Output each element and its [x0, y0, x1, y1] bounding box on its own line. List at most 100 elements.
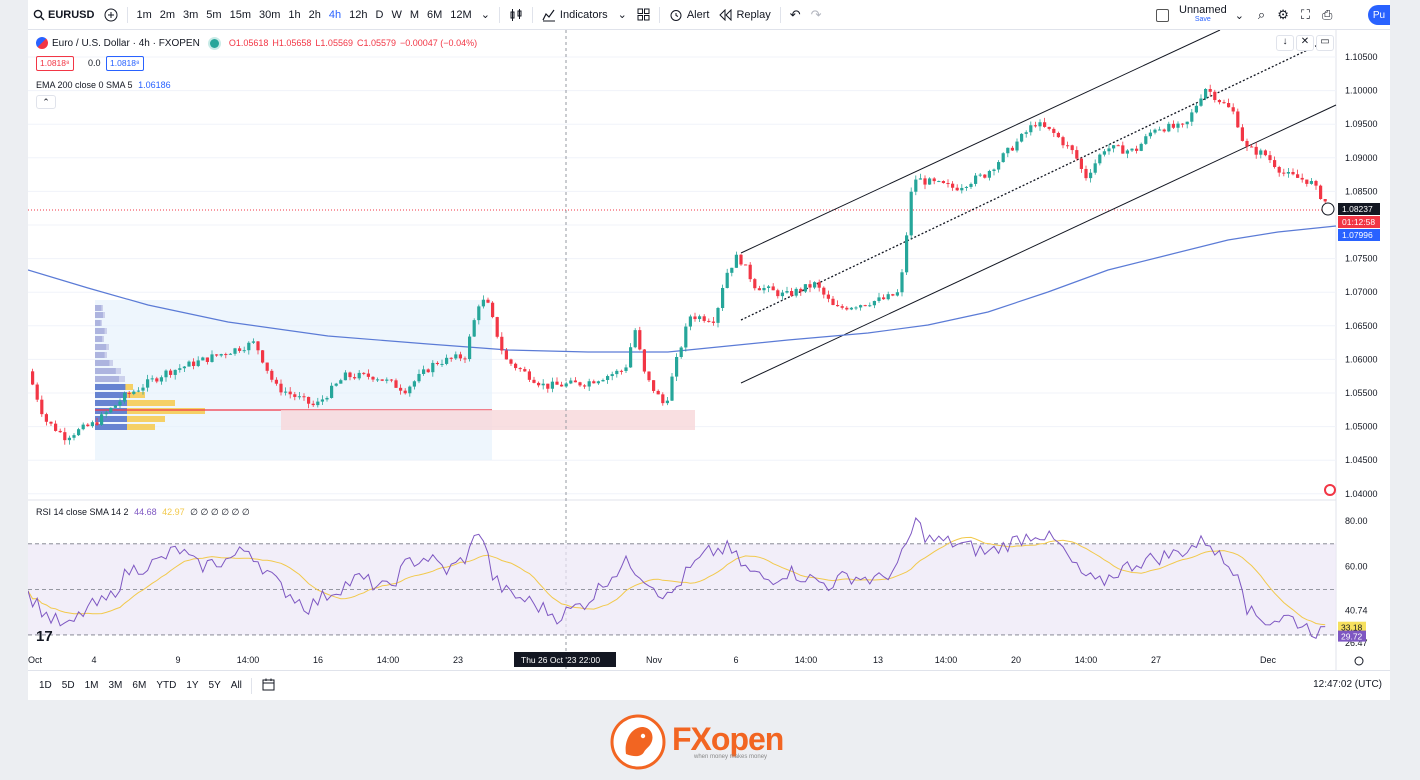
candle-body — [408, 386, 412, 394]
candle-body — [509, 359, 513, 364]
range-1M[interactable]: 1M — [84, 680, 99, 691]
publish-button[interactable]: Pu — [1368, 5, 1390, 25]
timeframe-W[interactable]: W — [391, 8, 402, 21]
gear-icon[interactable]: ⚙ — [1277, 7, 1289, 22]
candle-body — [684, 326, 688, 348]
date-range-button[interactable] — [256, 678, 281, 694]
chart-type-button[interactable] — [504, 0, 528, 30]
candle-body — [914, 179, 918, 192]
candle-body — [1291, 172, 1295, 175]
timeframe-15m[interactable]: 15m — [229, 8, 251, 21]
candle-body — [1135, 148, 1139, 151]
range-3M[interactable]: 3M — [108, 680, 123, 691]
candle-body — [325, 397, 329, 400]
chart-canvas[interactable]: 1.105001.100001.095001.090001.085001.080… — [28, 30, 1390, 670]
candle-body — [182, 366, 186, 369]
legend-open: O1.05618 — [228, 38, 269, 48]
clock-timezone[interactable]: 12:47:02 (UTC) — [1313, 679, 1382, 690]
candle-body — [274, 379, 278, 384]
timeframe-dropdown[interactable]: ⌄ — [476, 0, 495, 30]
collapse-legend-button[interactable]: ⌃ — [36, 95, 56, 109]
collapse-pane-button[interactable]: ✕ — [1296, 35, 1314, 51]
timeframe-1m[interactable]: 1m — [136, 8, 152, 21]
undo-button[interactable]: ↶ — [785, 0, 806, 30]
timeframe-5m[interactable]: 5m — [206, 8, 222, 21]
rsi-tag-bg — [1338, 630, 1366, 642]
redo-button[interactable]: ↷ — [806, 0, 827, 30]
timeframe-4h[interactable]: 4h — [328, 8, 342, 21]
chevron-down-icon: ⌄ — [617, 9, 627, 21]
range-5D[interactable]: 5D — [61, 680, 75, 691]
rsi-line[interactable] — [28, 517, 1326, 639]
replay-button[interactable]: Replay — [714, 0, 775, 30]
candle-body — [564, 383, 568, 387]
maximize-pane-button[interactable]: ▭ — [1316, 35, 1334, 51]
candle-body — [113, 405, 117, 408]
candle-body — [256, 341, 260, 351]
timeframe-30m[interactable]: 30m — [258, 8, 281, 21]
volume-profile-range[interactable] — [95, 300, 492, 460]
timeframe-6M[interactable]: 6M — [427, 8, 443, 21]
timeframe-1h[interactable]: 1h — [288, 8, 301, 21]
channel-upper-line[interactable] — [740, 30, 1221, 254]
candle-body — [1144, 136, 1148, 144]
scroll-down-button[interactable]: ↓ — [1276, 35, 1294, 51]
candle-body — [389, 379, 393, 381]
ema-line[interactable] — [28, 225, 1337, 353]
timeframe-M[interactable]: M — [409, 8, 420, 21]
indicators-button[interactable]: Indicators ⌄ — [537, 0, 632, 30]
rsi-axis-label: 26.47 — [1345, 638, 1368, 648]
calendar-icon — [262, 678, 275, 690]
add-alert-icon[interactable] — [1321, 202, 1335, 216]
camera-icon[interactable]: ⎙ — [1321, 7, 1333, 22]
range-5Y[interactable]: 5Y — [208, 680, 221, 691]
rsi-extra: ∅ ∅ ∅ ∅ ∅ ∅ — [190, 507, 250, 517]
candle-body — [596, 381, 600, 384]
channel-median-line[interactable] — [740, 44, 1319, 321]
candle-body — [583, 385, 587, 387]
symbol-search[interactable]: EURUSD — [28, 0, 99, 30]
time-axis-label: 6 — [733, 655, 738, 665]
fullscreen-icon[interactable]: ⛶ — [1300, 7, 1310, 22]
spread-value: 0.0 — [88, 58, 101, 68]
range-1D[interactable]: 1D — [39, 680, 52, 691]
settings-icon[interactable] — [1354, 656, 1364, 666]
timeframe-12h[interactable]: 12h — [349, 8, 368, 21]
timeframe-D[interactable]: D — [375, 8, 384, 21]
candle-body — [762, 287, 766, 291]
alert-button[interactable]: Alert — [664, 0, 715, 30]
timeframe-2m[interactable]: 2m — [159, 8, 176, 21]
support-zone[interactable] — [281, 410, 695, 430]
sell-price-box[interactable]: 1.0818⁸ — [36, 56, 74, 71]
candle-body — [1139, 143, 1143, 151]
timeframe-3m[interactable]: 3m — [183, 8, 199, 21]
candle-body — [127, 393, 131, 395]
candle-body — [422, 369, 426, 374]
range-YTD[interactable]: YTD — [156, 680, 177, 691]
chevron-down-icon[interactable]: ⌄ — [1234, 9, 1244, 22]
candle-body — [44, 414, 48, 422]
candle-body — [675, 356, 679, 377]
price-axis-label: 1.04500 — [1345, 455, 1378, 465]
tradingview-logo: 17 — [36, 628, 53, 645]
candle-body — [711, 321, 715, 323]
timeframe-12M[interactable]: 12M — [450, 8, 472, 21]
candle-body — [40, 399, 44, 415]
compare-button[interactable] — [99, 0, 123, 30]
range-1Y[interactable]: 1Y — [186, 680, 199, 691]
layout-checkbox[interactable] — [1156, 8, 1169, 22]
candle-body — [500, 336, 504, 351]
templates-button[interactable] — [632, 0, 655, 30]
quick-search-icon[interactable]: ⌕ — [1257, 7, 1266, 22]
range-6M[interactable]: 6M — [132, 680, 147, 691]
channel-lower-line[interactable] — [740, 104, 1337, 384]
candle-body — [504, 350, 508, 360]
range-buttons: 1D 5D 1M 3M 6M YTD 1Y 5Y All — [28, 680, 247, 691]
divider — [250, 677, 252, 694]
buy-price-box[interactable]: 1.0818⁸ — [106, 56, 144, 71]
candle-body — [261, 350, 265, 363]
timeframe-2h[interactable]: 2h — [308, 8, 321, 21]
rsi-sma-line[interactable] — [28, 536, 1326, 626]
layout-name-button[interactable]: Unnamed Save — [1179, 5, 1227, 25]
range-All[interactable]: All — [230, 680, 242, 691]
